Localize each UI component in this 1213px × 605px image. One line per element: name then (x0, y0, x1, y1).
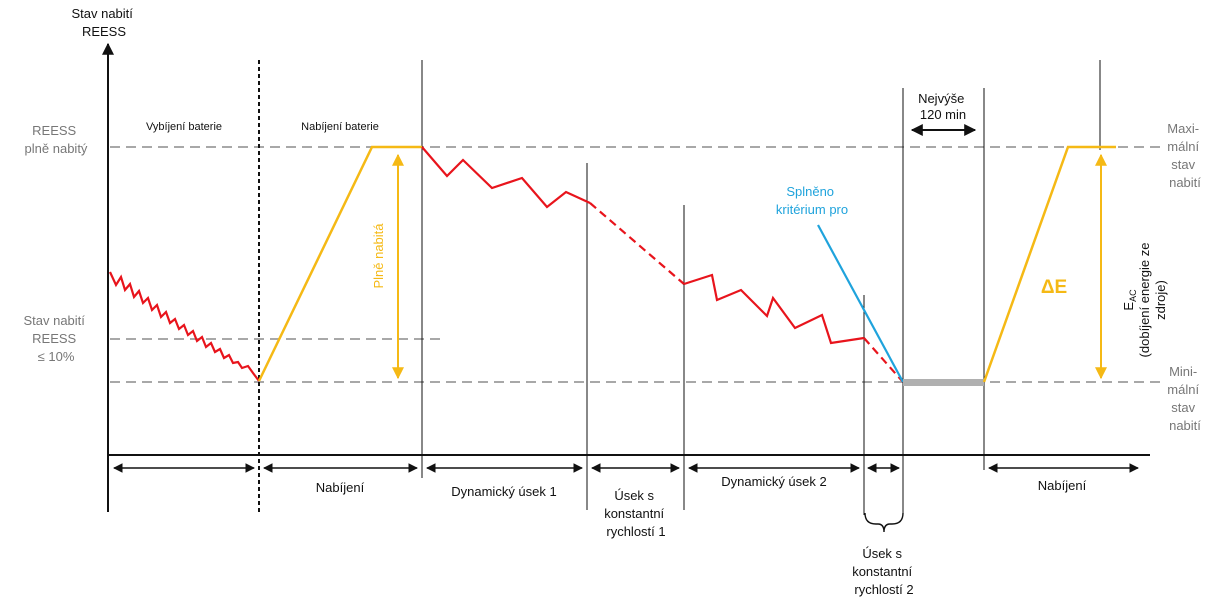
segment-label-charging-1: Nabíjení (316, 480, 365, 495)
rest-bar (903, 379, 984, 386)
svg-text:EAC: EAC (1121, 289, 1138, 311)
constant-2-brace (864, 512, 904, 533)
label-max-charge: Maxi- mální stav nabití (1167, 121, 1202, 190)
label-max-time: Nejvýše 120 min (918, 91, 968, 122)
segment-label-constant-1: Úsek s konstantní rychlostí 1 (604, 488, 668, 539)
segment-label-charging-2: Nabíjení (1038, 478, 1087, 493)
svg-text:zdroje): zdroje) (1153, 280, 1168, 320)
label-delta-e: ΔE (1041, 277, 1067, 298)
dynamic-2-curve (683, 273, 865, 345)
label-low-charge: Stav nabití REESS ≤ 10% (23, 313, 88, 364)
label-discharge-phase: Vybíjení baterie (146, 121, 222, 133)
dynamic-1-curve (421, 146, 591, 209)
segment-label-constant-2: Úsek s konstantní rychlostí 2 (852, 546, 916, 597)
label-full-charge: Plně nabitá (371, 223, 386, 289)
charge-curve-2 (982, 145, 1116, 383)
constant-2-curve (863, 337, 904, 383)
constant-1-curve (589, 202, 685, 285)
y-axis-title: Stav nabití REESS (71, 6, 136, 39)
label-charge-phase: Nabíjení baterie (301, 121, 379, 133)
discharge-curve (109, 271, 260, 382)
charge-curve-1 (257, 145, 422, 382)
svg-text:(dobíjení energie ze: (dobíjení energie ze (1137, 243, 1152, 358)
criterion-line (817, 224, 904, 383)
label-min-charge: Mini- mální stav nabití (1167, 364, 1202, 433)
label-criterion: Splněno kritérium pro (776, 184, 848, 217)
segment-label-dynamic-1: Dynamický úsek 1 (451, 484, 556, 499)
label-fully-charged: REESS plně nabitý (25, 123, 88, 156)
segment-label-dynamic-2: Dynamický úsek 2 (721, 474, 826, 489)
label-eac: EAC (dobíjení energie ze zdroje) (1121, 243, 1168, 358)
